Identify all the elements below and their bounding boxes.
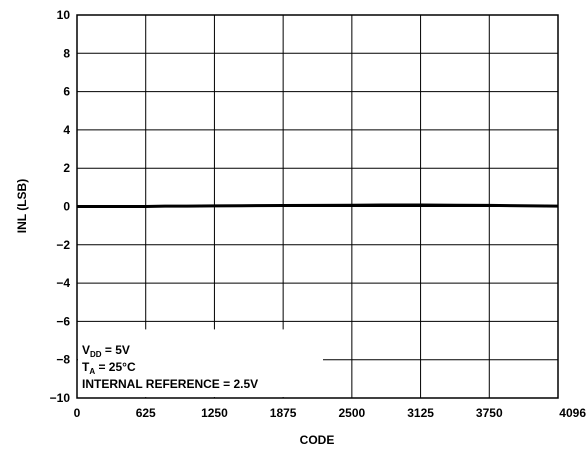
x-tick-label: 625 [136,406,156,420]
x-tick-label: 3750 [476,406,503,420]
y-tick-label: 4 [63,123,70,137]
ta-annotation: TA = 25°C [82,360,136,376]
y-tick-labels: 10 8 6 4 2 0 −2 −4 −6 −8 −10 [50,8,71,405]
y-axis-title: INL (LSB) [15,179,29,233]
x-tick-label: 3125 [407,406,434,420]
x-tick-label: 0 [74,406,81,420]
x-tick-labels: 0 625 1250 1875 2500 3125 3750 4096 [74,406,587,420]
y-tick-label: 6 [63,85,70,99]
x-tick-label: 1250 [201,406,228,420]
y-tick-label: −2 [56,238,70,252]
y-tick-label: 2 [63,161,70,175]
x-tick-label: 4096 [559,406,586,420]
y-tick-label: 10 [57,8,71,22]
vdd-annotation: VDD = 5V [82,343,130,359]
y-tick-label: −10 [50,391,71,405]
y-tick-label: 0 [63,200,70,214]
annotation-background [78,329,323,397]
inl-series-line [77,203,559,208]
x-axis-title: CODE [300,433,335,447]
x-tick-label: 1875 [270,406,297,420]
y-tick-label: −6 [56,314,70,328]
y-tick-label: 8 [63,46,70,60]
y-tick-label: −8 [56,353,70,367]
y-tick-label: −4 [56,276,70,290]
reference-annotation: INTERNAL REFERENCE = 2.5V [82,377,258,391]
x-tick-label: 2500 [339,406,366,420]
